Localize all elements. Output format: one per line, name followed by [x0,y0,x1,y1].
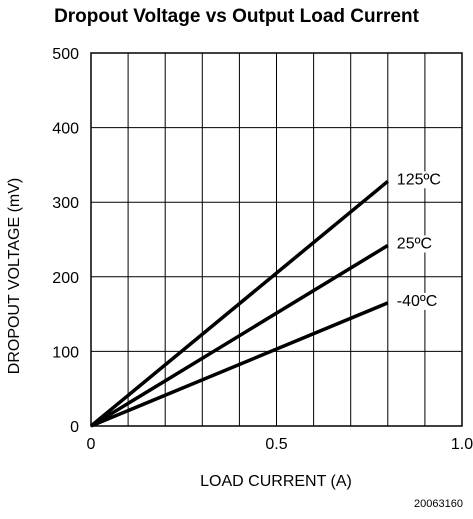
series-label-background [395,171,442,189]
y-axis-label: DROPOUT VOLTAGE (mV) [6,178,23,374]
y-tick-label: 400 [52,121,79,138]
series-line [90,243,389,428]
series-label: 125ºC [397,171,441,188]
figure-id: 20063160 [414,498,463,510]
x-tick-label: 0.5 [265,436,287,453]
chart-title: Dropout Voltage vs Output Load Current [54,6,419,27]
series-line [90,301,389,428]
x-axis-label: LOAD CURRENT (A) [200,473,352,490]
series-line [89,179,389,428]
y-tick-label: 500 [52,46,79,63]
tick-labels: 0 0.5 1.0 0 100 200 300 400 500 [52,46,473,453]
y-tick-label: 100 [52,344,79,361]
y-tick-label: 300 [52,195,79,212]
series-label-background [395,235,434,253]
y-tick-label: 200 [52,270,79,287]
series-lines: 125ºC 25ºC -40ºC [89,171,442,428]
x-tick-label: 0 [87,436,96,453]
y-tick-label: 0 [70,419,79,436]
plot-frame [90,52,463,427]
series-label: -40ºC [397,293,438,310]
series-label-background [395,292,439,310]
series-label: 25ºC [397,235,432,252]
x-tick-label: 1.0 [451,436,473,453]
